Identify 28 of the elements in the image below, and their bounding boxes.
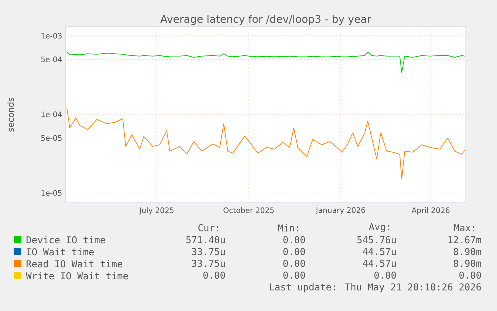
text: 12.67m: [448, 236, 482, 244]
text: 545.76u: [358, 236, 396, 244]
text: 44.57u: [363, 248, 396, 256]
text: 33.75u: [192, 260, 225, 268]
y-axis-title: seconds: [8, 98, 14, 132]
text: 0.00: [460, 272, 482, 279]
text: 33.75u: [192, 248, 225, 256]
text: 44.57u: [363, 260, 396, 268]
text: 0.00: [204, 272, 226, 279]
text: 571.40u: [186, 236, 225, 244]
chart-title: Average latency for /dev/loop3 - by year: [160, 15, 372, 26]
text: 8.90m: [454, 260, 482, 268]
legend-label: Device IO time: [26, 236, 106, 244]
text: Last update: Thu May 21 20:10:26 2026: [270, 283, 482, 293]
text: Max:: [454, 224, 475, 232]
text: 8.90m: [454, 248, 482, 256]
line-series: [66, 106, 466, 180]
legend-label: Write IO Wait time: [26, 272, 128, 280]
text: Cur:: [198, 224, 219, 232]
legend-label: Read IO Wait time: [26, 260, 123, 268]
legend-label: IO Wait time: [27, 248, 94, 256]
text: 0.00: [284, 260, 306, 268]
text: 0.00: [374, 272, 396, 279]
text: Min:: [278, 224, 299, 232]
text: 0.00: [284, 236, 306, 244]
text: 0.00: [284, 248, 306, 256]
text: Avg:: [369, 224, 390, 232]
text: 0.00: [284, 272, 306, 279]
